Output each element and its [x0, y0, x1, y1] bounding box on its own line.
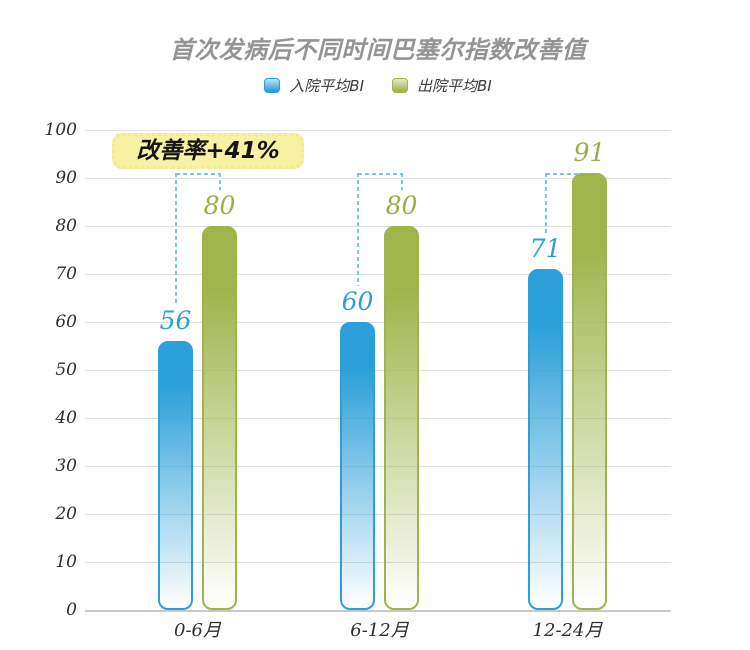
y-axis-label: 20: [55, 504, 77, 524]
bar-value-label: 80: [385, 191, 418, 220]
y-axis-label: 50: [55, 360, 77, 380]
improvement-rate-annotation: 改善率+41%: [112, 133, 304, 169]
gridline: [85, 418, 671, 419]
bar-value-label: 80: [203, 191, 236, 220]
legend-label-discharge-bi: 出院平均BI: [417, 76, 492, 95]
bar-value-label: 60: [341, 287, 374, 316]
bracket-line: [545, 173, 580, 176]
plot-area: 0 10 20 30 40 50 60 70 80 90 100 56 80 0-6月 60 80 6-12月 7…: [45, 120, 671, 641]
gridline: [85, 130, 671, 131]
bar-discharge: [572, 173, 607, 610]
chart-legend: 入院平均BI 出院平均BI: [0, 74, 750, 96]
bar-admission: [340, 322, 375, 610]
y-axis-label: 100: [44, 120, 77, 140]
gridline: [85, 178, 671, 179]
gridline: [85, 466, 671, 467]
bar-value-label: 71: [529, 234, 562, 264]
legend-swatch-blue-icon: [264, 77, 281, 93]
y-axis-label: 80: [55, 216, 77, 236]
y-axis-label: 0: [66, 600, 77, 620]
legend-item-admission-bi: 入院平均BI: [264, 75, 364, 96]
x-axis-label: 6-12月: [350, 620, 409, 641]
x-axis-label: 12-24月: [532, 620, 603, 641]
bracket-line: [544, 173, 547, 234]
legend-swatch-green-icon: [392, 77, 408, 93]
gridline: [85, 514, 671, 515]
bar-value-label: 91: [573, 138, 606, 168]
y-axis-label: 10: [55, 552, 77, 572]
bracket-line: [175, 173, 221, 176]
bracket-line: [357, 173, 403, 176]
bracket-line: [174, 173, 177, 306]
y-axis-label: 40: [55, 408, 77, 428]
bar-discharge: [384, 226, 419, 610]
gridline: [85, 562, 671, 563]
bracket-line: [400, 173, 403, 190]
bracket-line: [218, 173, 221, 190]
bar-admission: [528, 269, 563, 610]
y-axis-label: 70: [55, 264, 77, 284]
chart-title: 首次发病后不同时间巴塞尔指数改善值: [169, 36, 587, 64]
legend-label-admission-bi: 入院平均BI: [289, 76, 364, 95]
gridline: [85, 226, 671, 227]
bracket-line: [356, 173, 359, 286]
bar-value-label: 56: [159, 306, 192, 336]
gridline: [85, 610, 671, 612]
y-axis-label: 90: [55, 168, 77, 188]
x-axis-label: 0-6月: [174, 620, 221, 641]
y-axis-label: 30: [55, 456, 77, 476]
gridline: [85, 322, 671, 323]
y-axis-label: 60: [55, 312, 77, 332]
gridline: [85, 370, 671, 371]
gridline: [85, 274, 671, 275]
bar-discharge: [202, 226, 237, 610]
bar-admission: [158, 341, 193, 610]
legend-item-discharge-bi: 出院平均BI: [392, 75, 492, 96]
